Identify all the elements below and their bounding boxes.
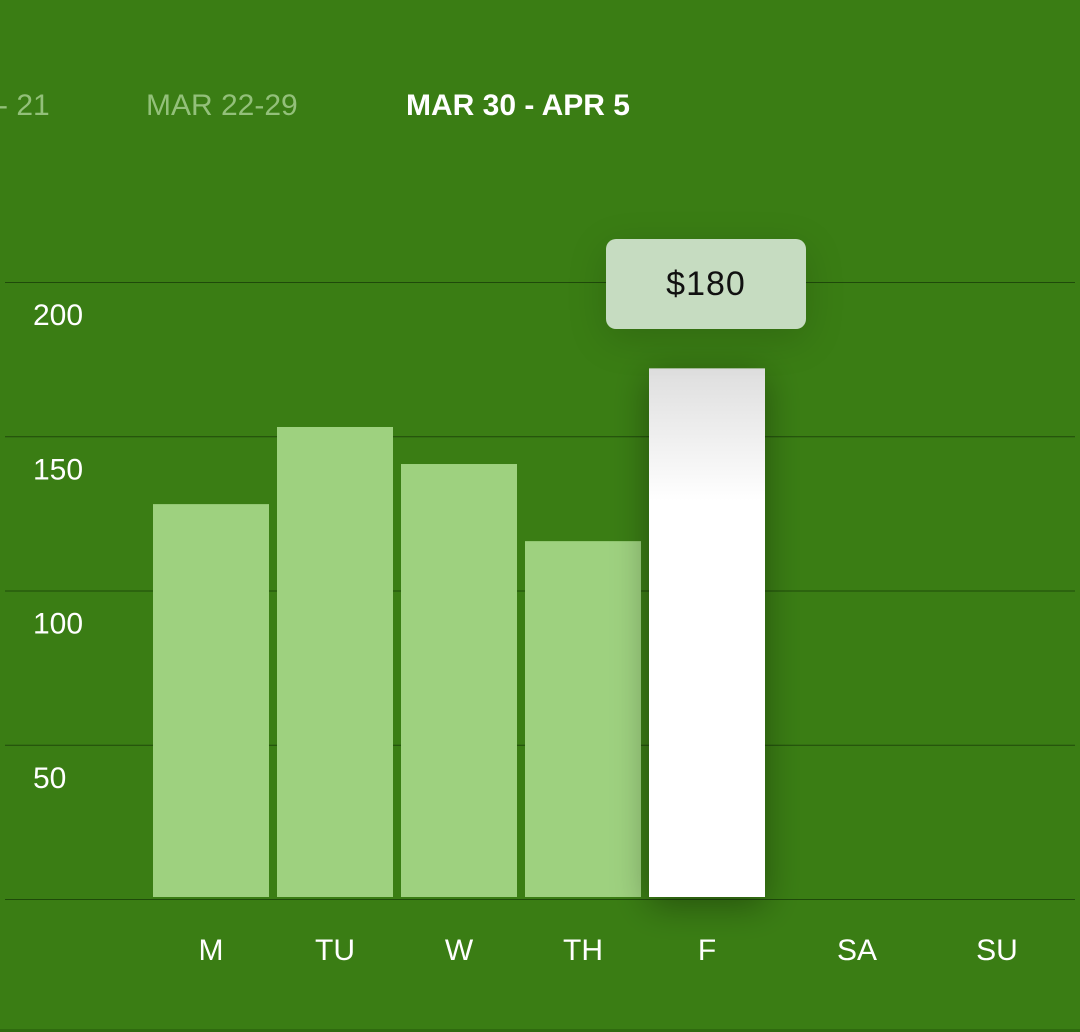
bar-w [401,464,517,897]
y-tick-label-50: 50 [33,762,66,795]
bar-f [649,368,765,897]
y-tick-label-100: 100 [33,608,83,641]
x-tick-label-sa: SA [837,934,877,967]
x-tick-label-f: F [698,934,716,967]
y-tick-label-150: 150 [33,453,83,486]
x-tick-label-tu: TU [315,934,355,967]
bar-tu [277,427,393,897]
y-tick-label-200: 200 [33,299,83,332]
bar-th [525,541,641,897]
x-tick-label-su: SU [976,934,1018,967]
selected-value-tooltip: $180 [606,239,806,329]
bar-m [153,504,269,897]
x-tick-label-w: W [445,934,474,967]
x-tick-label-th: TH [563,934,603,967]
x-tick-label-m: M [199,934,224,967]
